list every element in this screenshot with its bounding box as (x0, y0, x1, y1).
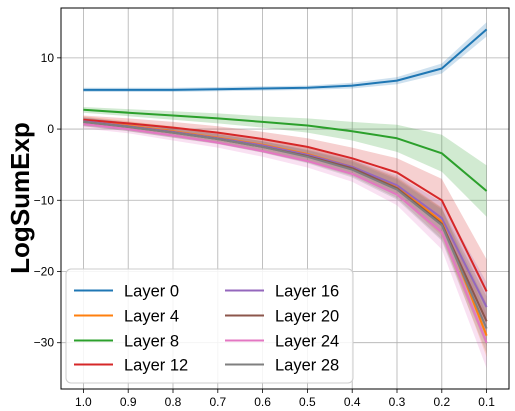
plot-frame (60, 7, 510, 390)
band-layer-4 (83, 116, 487, 357)
line-layer-8 (83, 108, 488, 192)
legend-label-layer-12: Layer 12 (124, 357, 188, 375)
y-axis-label: LogSumExp (5, 122, 35, 274)
series-lines (83, 28, 488, 344)
x-tick-label: 0.8 (165, 395, 182, 409)
band-layer-28 (83, 117, 487, 354)
line-layer-24 (83, 123, 488, 344)
band-layer-8 (83, 107, 487, 217)
x-tick-label: 0.1 (478, 395, 495, 409)
x-tick-label: 0.5 (299, 395, 316, 409)
line-layer-28 (83, 120, 488, 329)
x-tick-label: 0.3 (389, 395, 406, 409)
x-tick-label: 1.0 (75, 395, 92, 409)
y-tick-label: −10 (34, 193, 55, 207)
legend-label-layer-20: Layer 20 (275, 308, 339, 326)
legend-label-layer-16: Layer 16 (275, 283, 339, 301)
y-axis-ticks: 10 0 −10 −20 −30 (34, 51, 61, 350)
legend-label-layer-8: Layer 8 (124, 333, 179, 351)
band-layer-12 (83, 115, 487, 324)
y-tick-label: 10 (41, 51, 55, 65)
x-tick-label: 0.6 (254, 395, 271, 409)
line-layer-12 (83, 118, 488, 292)
band-layer-0 (83, 22, 487, 93)
x-axis-ticks: 1.0 0.9 0.8 0.7 0.6 0.5 0.4 0.3 0.2 0.1 (75, 389, 495, 409)
line-layer-0 (83, 28, 488, 91)
x-tick-label: 0.4 (344, 395, 361, 409)
legend: Layer 0 Layer 4 Layer 8 Layer 12 Layer 16 Lay… (65, 268, 354, 384)
y-tick-label: −20 (34, 264, 55, 278)
legend-box (65, 268, 354, 384)
y-tick-label: 0 (47, 122, 54, 136)
x-tick-label: 0.2 (433, 395, 450, 409)
legend-label-layer-28: Layer 28 (275, 357, 339, 375)
band-layer-20 (83, 117, 487, 347)
legend-label-layer-24: Layer 24 (275, 333, 339, 351)
x-tick-label: 0.9 (120, 395, 137, 409)
y-tick-label: −30 (34, 336, 55, 350)
legend-label-layer-0: Layer 0 (124, 283, 179, 301)
x-tick-label: 0.7 (209, 395, 226, 409)
legend-label-layer-4: Layer 4 (124, 308, 179, 326)
